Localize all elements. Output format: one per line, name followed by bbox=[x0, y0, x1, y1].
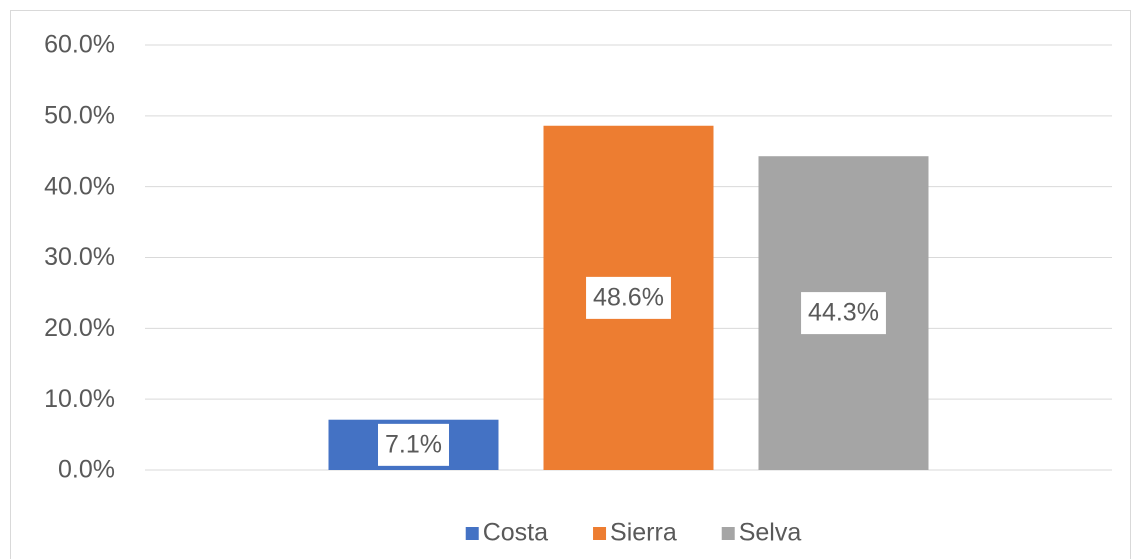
y-tick-label: 50.0% bbox=[44, 101, 115, 129]
legend-swatch bbox=[593, 527, 607, 540]
data-label: 44.3% bbox=[808, 299, 879, 327]
y-tick-label: 10.0% bbox=[44, 385, 115, 413]
y-tick-label: 40.0% bbox=[44, 172, 115, 200]
legend-label: Costa bbox=[483, 519, 548, 547]
data-label-box bbox=[586, 276, 671, 319]
y-tick-label: 0.0% bbox=[58, 456, 115, 484]
legend-swatch bbox=[721, 527, 735, 540]
data-label-box bbox=[378, 423, 449, 466]
y-tick-label: 20.0% bbox=[44, 314, 115, 342]
data-label: 7.1% bbox=[385, 430, 442, 458]
y-tick-label: 60.0% bbox=[44, 31, 115, 59]
legend-label: Selva bbox=[739, 519, 802, 547]
legend-swatch bbox=[465, 527, 479, 540]
legend-label: Sierra bbox=[610, 519, 677, 547]
data-label: 48.6% bbox=[593, 283, 664, 311]
y-tick-label: 30.0% bbox=[44, 243, 115, 271]
data-label-box bbox=[801, 292, 886, 335]
